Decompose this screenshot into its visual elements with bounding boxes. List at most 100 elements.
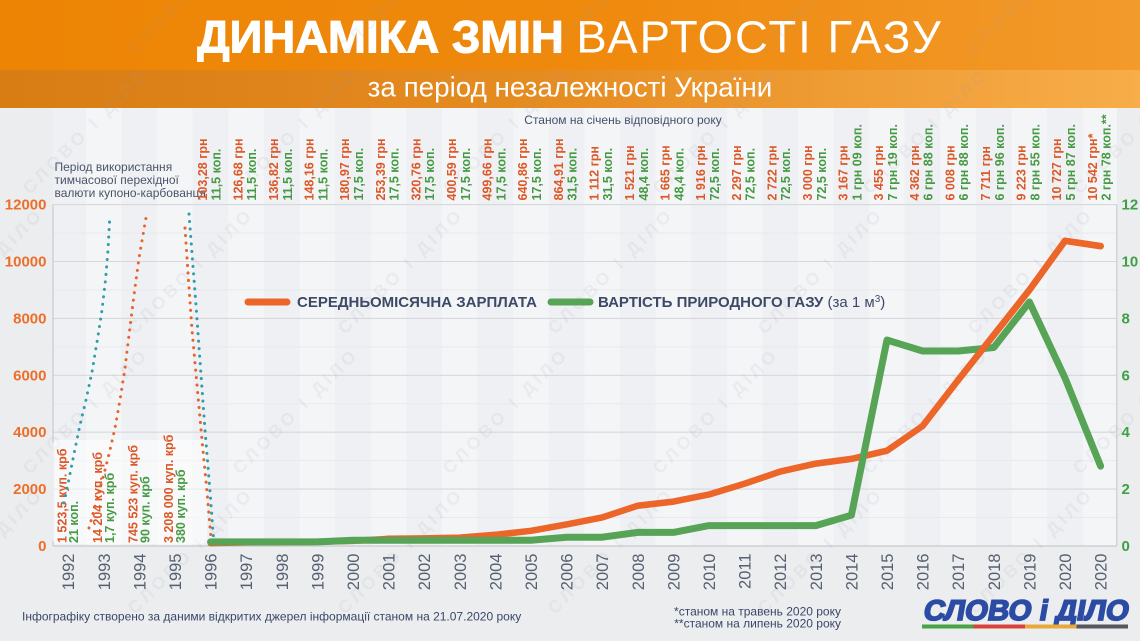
svg-text:10000: 10000 [5, 254, 47, 271]
svg-text:2015: 2015 [879, 554, 897, 591]
svg-text:2013: 2013 [808, 554, 826, 591]
svg-text:2002: 2002 [416, 554, 434, 591]
svg-text:14 204 куп. крб: 14 204 куп. крб [91, 452, 105, 543]
svg-text:1 665 грн: 1 665 грн [659, 145, 673, 200]
svg-text:0: 0 [1122, 538, 1130, 555]
svg-text:1999: 1999 [309, 554, 327, 591]
svg-text:1992: 1992 [60, 554, 78, 591]
svg-text:**станом на липень 2020 року: **станом на липень 2020 року [674, 617, 841, 631]
svg-text:8000: 8000 [13, 310, 46, 327]
svg-text:1993: 1993 [96, 554, 114, 591]
svg-text:3 208 000 куп. крб: 3 208 000 куп. крб [162, 434, 176, 543]
svg-text:72,5 коп.: 72,5 коп. [779, 148, 793, 201]
svg-text:5 грн 87 коп.: 5 грн 87 коп. [1064, 124, 1078, 200]
svg-text:499,66 грн: 499,66 грн [481, 138, 495, 200]
svg-text:10: 10 [1122, 254, 1139, 271]
svg-text:17,5 коп.: 17,5 коп. [494, 148, 508, 201]
svg-text:2003: 2003 [452, 554, 470, 591]
svg-text:Станом на січень відповідного: Станом на січень відповідного року [524, 113, 721, 127]
svg-text:103,28 грн: 103,28 грн [196, 138, 210, 200]
svg-text:380 куп. крб: 380 куп. крб [174, 469, 188, 543]
svg-text:9 223 грн: 9 223 грн [1015, 145, 1029, 200]
svg-text:6: 6 [1122, 367, 1130, 384]
svg-text:тимчасової перехідної: тимчасової перехідної [55, 173, 180, 187]
svg-text:48,4 коп.: 48,4 коп. [637, 148, 651, 201]
svg-text:ВАРТІСТЬ ПРИРОДНОГО ГАЗУ (за 1: ВАРТІСТЬ ПРИРОДНОГО ГАЗУ (за 1 м3) [598, 294, 885, 311]
svg-text:17,5 коп.: 17,5 коп. [423, 148, 437, 201]
svg-text:745 523 куп. крб: 745 523 куп. крб [127, 445, 141, 543]
svg-text:11,5 коп.: 11,5 коп. [210, 149, 224, 201]
svg-text:12000: 12000 [5, 197, 47, 214]
svg-text:6 грн 88 коп.: 6 грн 88 коп. [957, 124, 971, 200]
svg-text:за період незалежності України: за період незалежності України [368, 72, 773, 103]
svg-text:11,5 коп.: 11,5 коп. [245, 149, 259, 201]
svg-text:400,59 грн: 400,59 грн [445, 138, 459, 200]
svg-text:ДИНАМІКА ЗМІН ВАРТОСТІ ГАЗУ: ДИНАМІКА ЗМІН ВАРТОСТІ ГАЗУ [197, 12, 943, 63]
svg-text:2 грн 78 коп.**: 2 грн 78 коп.** [1100, 114, 1114, 200]
svg-text:1996: 1996 [203, 554, 221, 591]
svg-text:1998: 1998 [274, 554, 292, 591]
svg-text:2001: 2001 [381, 554, 399, 591]
svg-text:валюти купоно-карбованця: валюти купоно-карбованця [55, 186, 206, 200]
svg-text:6 грн 88 коп.: 6 грн 88 коп. [922, 124, 936, 200]
svg-text:11,5 коп.: 11,5 коп. [281, 149, 295, 201]
svg-text:2011: 2011 [737, 554, 755, 589]
svg-text:1 112 грн: 1 112 грн [587, 146, 601, 200]
svg-text:6 грн 96 коп.: 6 грн 96 коп. [993, 124, 1007, 200]
svg-text:2016: 2016 [915, 554, 933, 591]
svg-text:126,68 грн: 126,68 грн [231, 138, 245, 200]
svg-text:2014: 2014 [843, 554, 861, 591]
svg-text:3 455 грн: 3 455 грн [872, 145, 886, 200]
svg-text:21 коп.: 21 коп. [67, 501, 81, 543]
svg-text:864,91 грн: 864,91 грн [552, 138, 566, 200]
svg-text:17,5 коп.: 17,5 коп. [530, 148, 544, 201]
svg-text:2010: 2010 [701, 554, 719, 591]
svg-text:10 727 грн: 10 727 грн [1050, 138, 1064, 200]
svg-text:180,97 грн: 180,97 грн [338, 138, 352, 200]
svg-text:90 куп. крб: 90 куп. крб [138, 476, 152, 543]
svg-text:2006: 2006 [559, 554, 577, 591]
svg-text:2009: 2009 [665, 554, 683, 591]
svg-text:1 521 грн: 1 521 грн [623, 145, 637, 200]
svg-text:2: 2 [1122, 481, 1130, 498]
svg-text:Інфографіку створено за даними: Інфографіку створено за даними відкритих… [22, 610, 521, 624]
svg-text:3 167 грн: 3 167 грн [837, 145, 851, 200]
svg-text:31,5 коп.: 31,5 коп. [601, 148, 615, 201]
svg-text:17,5 коп.: 17,5 коп. [459, 148, 473, 201]
svg-text:*станом на травень 2020 року: *станом на травень 2020 року [674, 605, 841, 619]
svg-text:2007: 2007 [594, 554, 612, 591]
svg-text:2008: 2008 [630, 554, 648, 591]
svg-text:72,5 коп.: 72,5 коп. [744, 148, 758, 201]
svg-text:0: 0 [38, 538, 46, 555]
svg-text:1997: 1997 [238, 554, 256, 591]
svg-text:2012: 2012 [772, 554, 790, 591]
svg-text:1 грн 09 коп.: 1 грн 09 коп. [850, 124, 864, 200]
svg-text:10 542 грн*: 10 542 грн* [1086, 133, 1100, 200]
svg-text:1 523,5 куп. крб: 1 523,5 куп. крб [55, 448, 69, 543]
svg-text:2017: 2017 [950, 554, 968, 591]
svg-text:148,16 грн: 148,16 грн [303, 138, 317, 200]
svg-text:4 362 грн: 4 362 грн [908, 145, 922, 200]
svg-text:31,5 коп.: 31,5 коп. [566, 148, 580, 201]
svg-text:2019: 2019 [1021, 554, 1039, 591]
svg-text:Період використання: Період використання [55, 160, 173, 174]
svg-text:4: 4 [1122, 424, 1131, 441]
svg-text:640,86 грн: 640,86 грн [516, 138, 530, 200]
svg-text:8 грн 55 коп.: 8 грн 55 коп. [1028, 124, 1042, 200]
svg-text:2 722 грн: 2 722 грн [765, 145, 779, 200]
svg-text:2000: 2000 [13, 481, 46, 498]
svg-text:6000: 6000 [13, 367, 46, 384]
svg-text:72,5 коп.: 72,5 коп. [815, 148, 829, 201]
svg-text:11,5 коп.: 11,5 коп. [316, 149, 330, 201]
svg-text:2004: 2004 [487, 554, 505, 591]
svg-text:2020: 2020 [1057, 554, 1075, 591]
svg-text:1995: 1995 [167, 554, 185, 591]
svg-text:320,76 грн: 320,76 грн [409, 138, 423, 200]
svg-text:1 916 грн: 1 916 грн [694, 145, 708, 200]
svg-text:3 000 грн: 3 000 грн [801, 145, 815, 200]
svg-text:6 008 грн: 6 008 грн [943, 145, 957, 200]
svg-text:2005: 2005 [523, 554, 541, 591]
svg-text:72,5 коп.: 72,5 коп. [708, 148, 722, 201]
svg-text:136,82 грн: 136,82 грн [267, 138, 281, 200]
svg-text:17,5 коп.: 17,5 коп. [388, 148, 402, 201]
